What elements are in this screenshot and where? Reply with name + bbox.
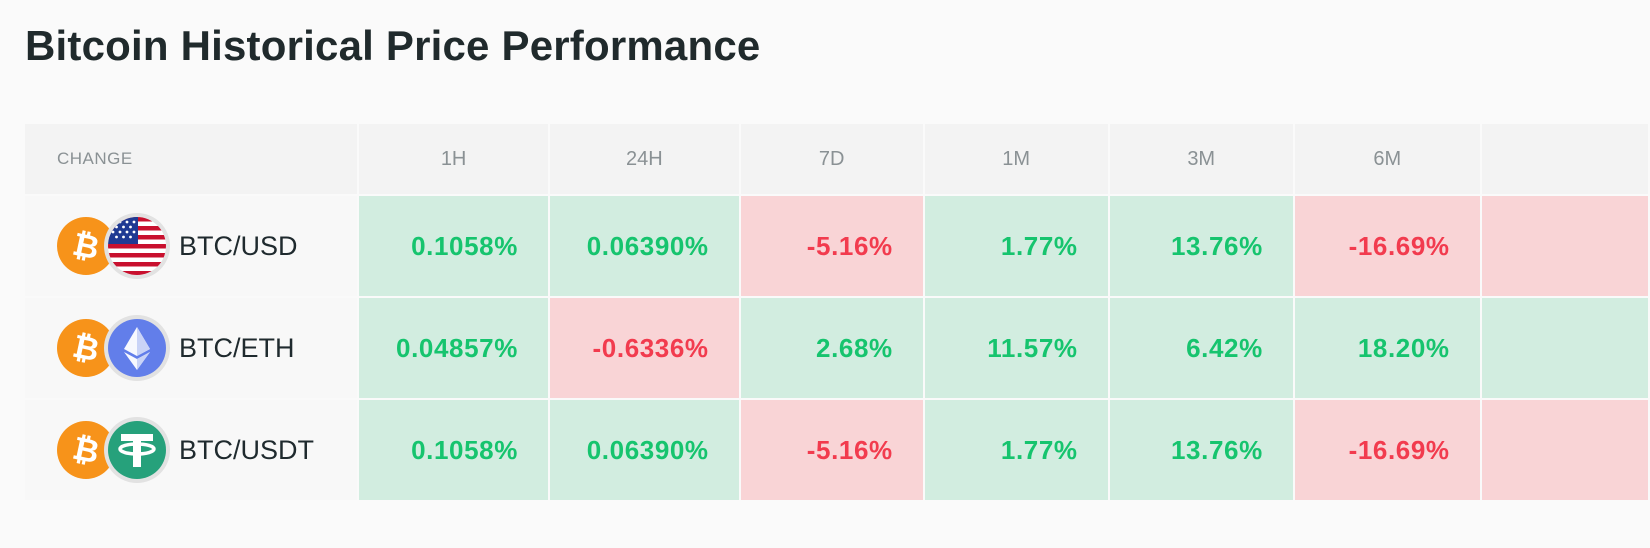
change-3m: 13.76% [1109,196,1293,296]
pair-cell[interactable]: ₿ [25,298,358,398]
ethereum-icon [104,315,170,381]
change-1m: 1.77% [924,400,1108,500]
change-6m: -16.69% [1294,196,1480,296]
table-row[interactable]: ₿ [25,298,1648,398]
table-header-row: CHANGE 1H 24H 7D 1M 3M 6M [25,124,1648,194]
pair-cell[interactable]: ₿ [25,196,358,296]
change-1m: 1.77% [924,196,1108,296]
change-3m: 13.76% [1109,400,1293,500]
change-1h: 0.1058% [359,400,548,500]
change-1m: 11.57% [924,298,1108,398]
change-overflow [1481,298,1648,398]
table-row[interactable]: ₿ [25,196,1648,296]
header-change: CHANGE [25,124,358,194]
change-3m: 6.42% [1109,298,1293,398]
change-1h: 0.1058% [359,196,548,296]
page-title: Bitcoin Historical Price Performance [25,22,761,69]
change-24h: 0.06390% [549,400,739,500]
header-7d[interactable]: 7D [740,124,923,194]
pair-label: BTC/ETH [179,332,295,363]
change-1h: 0.04857% [359,298,548,398]
pair-label: BTC/USDT [179,434,314,465]
table-row[interactable]: ₿ [25,400,1648,500]
pair-label: BTC/USD [179,230,298,261]
pair-cell[interactable]: ₿ [25,400,358,500]
change-7d: 2.68% [740,298,923,398]
header-1m[interactable]: 1M [924,124,1108,194]
svg-text:₿: ₿ [69,226,102,266]
change-24h: 0.06390% [549,196,739,296]
header-overflow [1481,124,1648,194]
change-overflow [1481,196,1648,296]
change-7d: -5.16% [740,196,923,296]
change-6m: 18.20% [1294,298,1480,398]
change-7d: -5.16% [740,400,923,500]
svg-text:₿: ₿ [69,430,102,470]
header-24h[interactable]: 24H [549,124,739,194]
change-overflow [1481,400,1648,500]
header-6m[interactable]: 6M [1294,124,1480,194]
tether-icon [104,417,170,483]
performance-table: CHANGE 1H 24H 7D 1M 3M 6M ₿ [25,124,1650,502]
change-24h: -0.6336% [549,298,739,398]
change-6m: -16.69% [1294,400,1480,500]
performance-table-container: CHANGE 1H 24H 7D 1M 3M 6M ₿ [25,124,1650,506]
header-1h[interactable]: 1H [359,124,548,194]
us-flag-icon [104,213,170,279]
svg-text:₿: ₿ [69,328,102,368]
header-3m[interactable]: 3M [1109,124,1293,194]
